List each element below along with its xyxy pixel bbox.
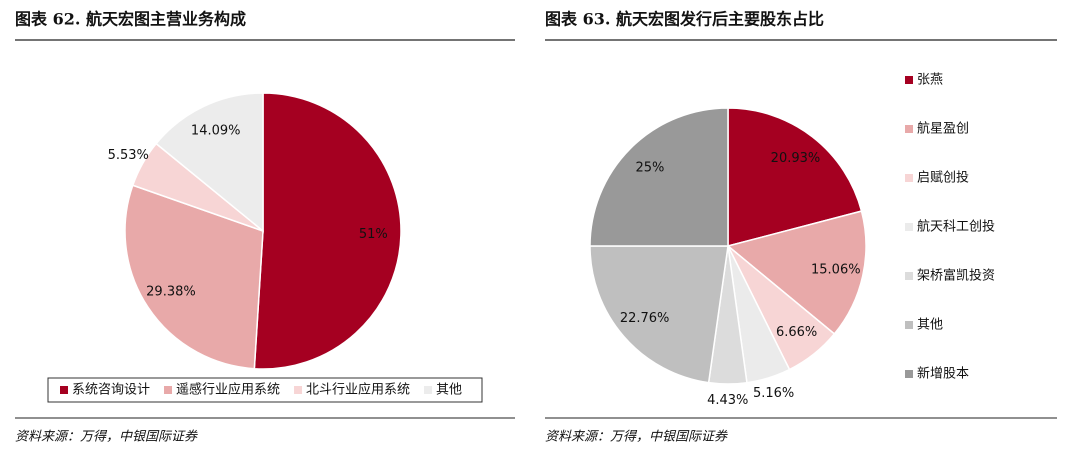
source-note: 资料来源：万得，中银国际证券: [15, 430, 198, 445]
source-note: 资料来源：万得，中银国际证券: [545, 430, 728, 445]
slice-label: 22.76%: [620, 311, 670, 326]
legend-swatch: [905, 272, 913, 280]
legend-label: 航星盈创: [917, 121, 969, 137]
legend-swatch: [905, 76, 913, 84]
legend-label: 张燕: [917, 73, 943, 88]
legend-label: 其他: [917, 318, 943, 333]
legend-label: 新增股本: [917, 366, 969, 382]
slice-label: 5.16%: [753, 386, 794, 401]
legend-swatch: [164, 386, 173, 394]
slice-label: 14.09%: [191, 124, 241, 139]
chart-title: 图表 63. 航天宏图发行后主要股东占比: [545, 10, 824, 29]
slice-label: 51%: [359, 227, 388, 242]
slice-label: 15.06%: [811, 262, 861, 277]
legend-label: 北斗行业应用系统: [306, 382, 410, 398]
legend-label: 其他: [436, 383, 462, 398]
pie-slice: [589, 245, 729, 384]
pie-slice: [155, 92, 264, 233]
legend-swatch: [60, 386, 68, 394]
legend-label: 航天科工创投: [917, 219, 995, 235]
legend-box: [47, 377, 483, 403]
pie-slice: [124, 184, 264, 370]
legend-swatch: [424, 386, 433, 394]
pie-slice: [726, 210, 867, 335]
slice-label: 29.38%: [146, 284, 196, 299]
legend-label: 系统咨询设计: [72, 383, 150, 398]
legend-label: 启赋创投: [917, 170, 969, 186]
pie-slice: [253, 92, 402, 370]
slice-label: 25%: [635, 160, 664, 175]
legend-swatch: [905, 174, 913, 182]
legend-label: 遥感行业应用系统: [176, 382, 280, 398]
slice-label: 4.43%: [707, 393, 748, 408]
legend-label: 架桥富凯投资: [917, 268, 995, 284]
pie-slice: [727, 107, 863, 247]
slice-label: 20.93%: [771, 151, 821, 166]
legend-swatch: [905, 125, 913, 133]
chart-title: 图表 62. 航天宏图主营业务构成: [15, 10, 246, 29]
slice-label: 5.53%: [108, 148, 149, 163]
slice-label: 6.66%: [776, 325, 817, 340]
legend-swatch: [905, 223, 913, 231]
legend-swatch: [905, 370, 913, 378]
legend-swatch: [294, 386, 303, 394]
legend-swatch: [905, 321, 913, 329]
pie-slice: [589, 107, 729, 247]
